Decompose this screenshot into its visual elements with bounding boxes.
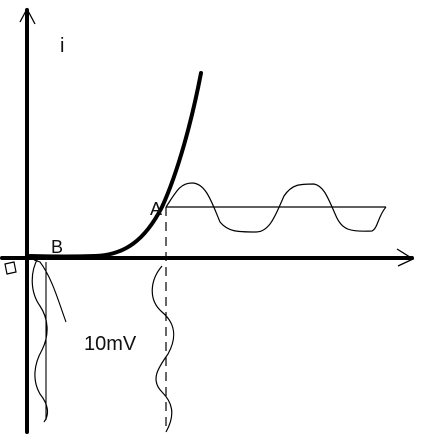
- iv-curve: [28, 71, 203, 259]
- current-axis: [19, 7, 36, 434]
- input-wave-b: [31, 257, 49, 423]
- input-wave-b-envelope: [33, 259, 67, 420]
- input-wave-a: [151, 265, 175, 433]
- output-sine-wave: [165, 182, 387, 233]
- point-b-label: B: [51, 237, 63, 257]
- point-a-label: A: [150, 199, 162, 219]
- amplitude-label: 10mV: [84, 333, 137, 355]
- current-axis-label: i: [60, 35, 64, 57]
- axis-origin-mark: [4, 261, 17, 275]
